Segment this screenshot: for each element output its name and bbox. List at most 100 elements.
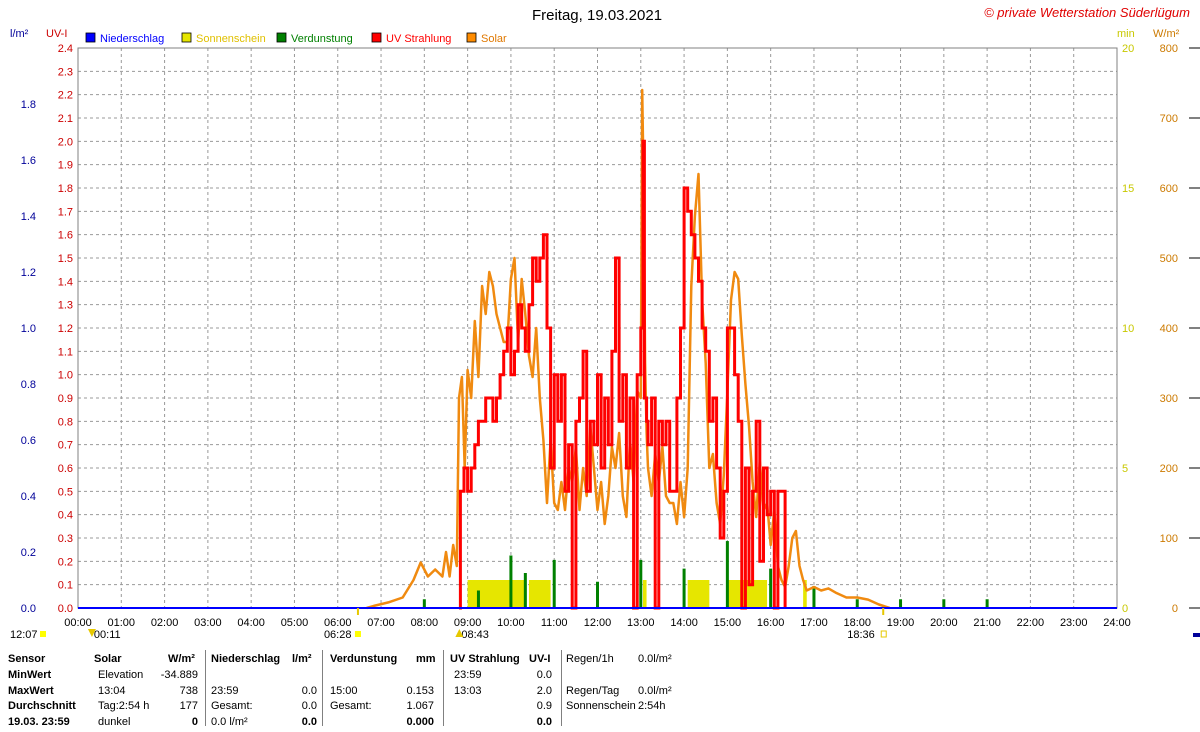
evaporation-bar bbox=[985, 599, 989, 608]
evaporation-bar bbox=[942, 599, 946, 608]
time-axis-tick: 18:00 bbox=[843, 617, 871, 629]
uv-axis-tick: 0.0 bbox=[58, 603, 73, 615]
stats-cell-solar-b: 738 bbox=[179, 684, 198, 697]
time-axis-tick: 06:00 bbox=[324, 617, 352, 629]
solar-axis-tick: 0 bbox=[1172, 603, 1178, 615]
stats-cell-solar-a: 13:04 bbox=[98, 684, 126, 697]
solar-axis-tick: 300 bbox=[1160, 393, 1178, 405]
stats-cell-solar-b: 0 bbox=[191, 715, 198, 728]
time-axis-tick: 12:00 bbox=[584, 617, 612, 629]
extra-0-label: Regen/1h bbox=[566, 653, 614, 665]
uv-axis-tick: 2.2 bbox=[58, 90, 73, 102]
rain-axis-tick: 1.8 bbox=[21, 99, 36, 111]
stats-separator bbox=[561, 650, 562, 726]
moonset-icon bbox=[87, 629, 96, 637]
stats-cell-extra-a: Regen/Tag bbox=[566, 684, 620, 697]
moon-marker bbox=[40, 631, 46, 637]
stats-cell-uv-a: 23:59 bbox=[454, 669, 482, 681]
solar-header: Solar bbox=[94, 653, 122, 665]
rain-axis-tick: 1.6 bbox=[21, 155, 36, 167]
stats-cell-uv-b: 0.0 bbox=[536, 715, 552, 728]
edge-marker bbox=[1193, 633, 1200, 637]
time-axis-tick: 15:00 bbox=[714, 617, 742, 629]
time-axis-tick: 16:00 bbox=[757, 617, 785, 629]
sunshine-axis-tick: 0 bbox=[1122, 603, 1128, 615]
time-axis-tick: 10:00 bbox=[497, 617, 525, 629]
uv-axis-tick: 0.4 bbox=[58, 510, 73, 522]
legend-label: UV Strahlung bbox=[386, 33, 451, 45]
uv-axis-tick: 0.8 bbox=[58, 416, 73, 428]
legend-swatch bbox=[466, 32, 477, 43]
evaporation-bar bbox=[552, 559, 556, 608]
stats-cell-evap-b: 1.067 bbox=[406, 700, 434, 712]
time-axis-tick: 23:00 bbox=[1060, 617, 1088, 629]
time-axis-tick: 00:00 bbox=[64, 617, 92, 629]
stats-cell-solar-a: Elevation bbox=[98, 669, 144, 681]
stats-cell-extra-b: 0.0l/m² bbox=[638, 684, 672, 697]
uv-unit-header: UV-I bbox=[529, 653, 551, 665]
stats-cell-solar-a: Tag:2:54 h bbox=[98, 700, 150, 712]
stats-cell-solar-b: -34.889 bbox=[160, 669, 198, 681]
sunshine-series bbox=[467, 580, 807, 608]
evaporation-bar bbox=[639, 559, 643, 608]
uv-axis-tick: 2.1 bbox=[58, 113, 73, 125]
time-axis-tick: 21:00 bbox=[973, 617, 1001, 629]
stats-cell-rain-b: 0.0 bbox=[301, 684, 317, 697]
uv-axis-tick: 1.8 bbox=[58, 183, 73, 195]
stats-header-row: Sensor Solar W/m² Niederschlag l/m² Verd… bbox=[0, 653, 680, 669]
uv-axis-tick: 1.9 bbox=[58, 160, 73, 172]
legend-label: Niederschlag bbox=[100, 33, 164, 45]
stats-cell-rain-a: Gesamt: bbox=[211, 700, 253, 712]
legend-swatch bbox=[181, 32, 192, 43]
solar-axis-tick: 600 bbox=[1160, 183, 1178, 195]
moonset-label: 00:11 bbox=[94, 629, 121, 641]
sunshine-axis-tick: 20 bbox=[1122, 43, 1134, 55]
stats-cell-evap-a: Gesamt: bbox=[330, 700, 372, 712]
chart-title: Freitag, 19.03.2021 bbox=[532, 7, 662, 24]
time-axis-tick: 11:00 bbox=[541, 617, 568, 629]
evaporation-bar bbox=[682, 568, 686, 608]
solar-axis-tick: 100 bbox=[1160, 533, 1178, 545]
uv-axis-tick: 1.2 bbox=[58, 323, 73, 335]
uv-axis-tick: 0.7 bbox=[58, 440, 73, 452]
stats-cell-rain-a: 0.0 l/m² bbox=[211, 715, 248, 728]
stats-separator bbox=[322, 650, 323, 726]
sunshine-axis-tick: 5 bbox=[1122, 463, 1128, 475]
time-axis-tick: 13:00 bbox=[627, 617, 655, 629]
sunrise-marker bbox=[354, 631, 361, 637]
stats-row: MaxWert 13:04 738 23:59 0.0 15:00 0.153 13:03 2.… bbox=[0, 685, 680, 701]
rain-axis-tick: 0.6 bbox=[21, 435, 36, 447]
stats-cell-uv-b: 0.0 bbox=[536, 669, 552, 681]
right-inner-unit: min bbox=[1117, 28, 1135, 40]
chart: Freitag, 19.03.2021 © private Wetterstat… bbox=[10, 5, 1200, 641]
stats-cell-rain-b: 0.0 bbox=[301, 700, 317, 712]
evaporation-bar bbox=[855, 599, 859, 608]
time-axis-tick: 24:00 bbox=[1103, 617, 1131, 629]
evaporation-bar bbox=[476, 590, 480, 608]
rain-header: Niederschlag bbox=[211, 653, 281, 665]
sunshine-start-icon bbox=[455, 629, 464, 637]
uv-axis-tick: 0.5 bbox=[58, 486, 73, 498]
rain-axis-tick: 1.4 bbox=[21, 211, 36, 223]
uv-axis-tick: 2.4 bbox=[58, 43, 73, 55]
time-axis-tick: 14:00 bbox=[670, 617, 698, 629]
evaporation-bar bbox=[899, 599, 903, 608]
uv-axis-tick: 1.4 bbox=[58, 276, 73, 288]
time-axis-tick: 08:00 bbox=[411, 617, 439, 629]
solar-axis-tick: 700 bbox=[1160, 113, 1178, 125]
stats-cell-label: 19.03. 23:59 bbox=[8, 715, 70, 728]
uv-axis-tick: 0.3 bbox=[58, 533, 73, 545]
uv-axis-tick: 1.5 bbox=[58, 253, 73, 265]
left-inner-unit: UV-I bbox=[46, 28, 67, 40]
uv-axis-tick: 0.6 bbox=[58, 463, 73, 475]
time-markers: 12:07 00:11 06:28 08:43 18:36 bbox=[10, 608, 1200, 641]
stats-cell-label: MinWert bbox=[8, 669, 52, 681]
left-outer-unit: l/m² bbox=[10, 28, 29, 40]
rain-axis-tick: 0.0 bbox=[21, 603, 36, 615]
time-axis-tick: 17:00 bbox=[800, 617, 828, 629]
uv-axis-tick: 0.1 bbox=[58, 580, 73, 592]
sunshine-bar bbox=[727, 580, 768, 608]
rain-unit-header: l/m² bbox=[292, 653, 312, 665]
uv-axis-tick: 2.0 bbox=[58, 136, 73, 148]
uv-series-line bbox=[458, 139, 787, 610]
